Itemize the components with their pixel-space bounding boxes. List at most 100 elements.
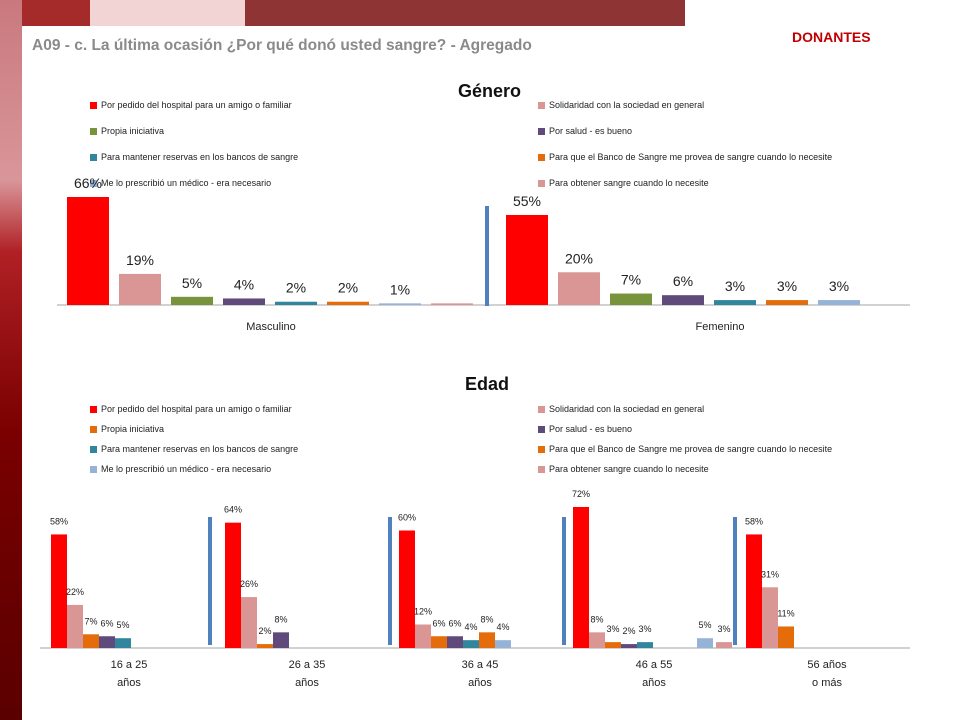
- bar: [447, 636, 463, 648]
- bar: [431, 303, 473, 305]
- legend-label: Para mantener reservas en los bancos de …: [101, 444, 299, 454]
- data-label: 72%: [572, 489, 590, 499]
- legend-item: Me lo prescribió un médico - era necesar…: [90, 464, 271, 474]
- group-separator: [733, 517, 737, 645]
- data-label: 58%: [745, 516, 763, 526]
- data-label: 6%: [432, 618, 445, 628]
- chart-title-edad: Edad: [465, 374, 510, 394]
- legend-item: Solidaridad con la sociedad en general: [538, 404, 704, 414]
- bar: [463, 640, 479, 648]
- data-label: 64%: [224, 505, 242, 515]
- legend-label: Para que el Banco de Sangre me provea de…: [549, 152, 833, 162]
- data-label: 7%: [84, 616, 97, 626]
- legend-swatch: [90, 153, 97, 161]
- data-label: 2%: [286, 280, 306, 296]
- legend-item: Por pedido del hospital para un amigo o …: [90, 100, 292, 110]
- category-label: años: [468, 677, 492, 689]
- legend-swatch: [90, 445, 97, 453]
- data-label: 8%: [480, 614, 493, 624]
- bar: [621, 644, 637, 648]
- slide-title: A09 - c. La última ocasión ¿Por qué donó…: [32, 37, 532, 54]
- data-label: 6%: [448, 618, 461, 628]
- legend-label: Propia iniciativa: [101, 424, 165, 434]
- data-label: 4%: [464, 622, 477, 632]
- bar: [241, 597, 257, 648]
- legend-label: Por pedido del hospital para un amigo o …: [101, 404, 292, 414]
- legend-item: Propia iniciativa: [90, 126, 164, 136]
- data-label: 3%: [777, 278, 797, 294]
- category-label: o más: [812, 677, 842, 689]
- legend-swatch: [90, 425, 97, 433]
- bar: [762, 587, 778, 648]
- legend-label: Por pedido del hospital para un amigo o …: [101, 100, 292, 110]
- group-separator: [485, 206, 489, 306]
- bar: [506, 215, 548, 305]
- data-label: 5%: [698, 620, 711, 630]
- data-label: 3%: [606, 624, 619, 634]
- data-label: 58%: [50, 516, 68, 526]
- top-accent-bar-3: [245, 0, 685, 26]
- data-label: 4%: [234, 276, 254, 292]
- legend-item: Para obtener sangre cuando lo necesite: [538, 178, 709, 188]
- legend-item: Solidaridad con la sociedad en general: [538, 100, 704, 110]
- legend-item: Por salud - es bueno: [538, 424, 632, 434]
- bar: [67, 197, 109, 305]
- bar: [605, 642, 621, 648]
- data-label: 66%: [74, 175, 102, 191]
- legend-swatch: [90, 405, 97, 413]
- bar: [327, 301, 369, 305]
- category-label: 36 a 45: [462, 659, 499, 671]
- bar: [225, 522, 241, 648]
- bar: [716, 642, 732, 648]
- bar: [223, 298, 265, 305]
- bar: [610, 293, 652, 305]
- bar: [379, 303, 421, 305]
- data-label: 26%: [240, 579, 258, 589]
- legend-swatch: [538, 425, 545, 433]
- legend-swatch: [538, 445, 545, 453]
- legend-swatch: [90, 127, 97, 135]
- category-label: Femenino: [696, 321, 745, 333]
- legend-swatch: [538, 179, 545, 187]
- bar: [573, 507, 589, 648]
- legend-label: Para obtener sangre cuando lo necesite: [549, 464, 709, 474]
- bar: [778, 626, 794, 648]
- legend-swatch: [538, 465, 545, 473]
- group-separator: [208, 517, 212, 645]
- category-label: 56 años: [807, 659, 847, 671]
- bar: [637, 642, 653, 648]
- bar: [119, 273, 161, 305]
- bar: [662, 295, 704, 305]
- bar: [766, 300, 808, 305]
- category-label: años: [117, 677, 141, 689]
- bar: [714, 300, 756, 305]
- legend-item: Por pedido del hospital para un amigo o …: [90, 404, 292, 414]
- legend-label: Para mantener reservas en los bancos de …: [101, 152, 299, 162]
- bar: [275, 301, 317, 305]
- legend-label: Por salud - es bueno: [549, 126, 633, 136]
- category-label: 26 a 35: [289, 659, 326, 671]
- data-label: 19%: [126, 252, 154, 268]
- legend-swatch: [90, 179, 97, 187]
- category-label: 46 a 55: [636, 659, 673, 671]
- legend-swatch: [90, 465, 97, 473]
- legend-swatch: [538, 101, 545, 109]
- data-label: 55%: [513, 193, 541, 209]
- legend-genero: Por pedido del hospital para un amigo o …: [90, 100, 910, 200]
- bar: [479, 632, 495, 648]
- legend-label: Propia iniciativa: [101, 126, 165, 136]
- group-separator: [388, 517, 392, 645]
- legend-item: Para obtener sangre cuando lo necesite: [538, 464, 709, 474]
- data-label: 6%: [673, 273, 693, 289]
- data-label: 31%: [761, 569, 779, 579]
- bar: [273, 632, 289, 648]
- data-label: 6%: [100, 618, 113, 628]
- bar: [171, 296, 213, 305]
- data-label: 1%: [390, 281, 410, 297]
- bar: [589, 632, 605, 648]
- data-label: 20%: [565, 250, 593, 266]
- legend-edad: Por pedido del hospital para un amigo o …: [90, 401, 910, 486]
- bar: [431, 636, 447, 648]
- legend-label: Por salud - es bueno: [549, 424, 633, 434]
